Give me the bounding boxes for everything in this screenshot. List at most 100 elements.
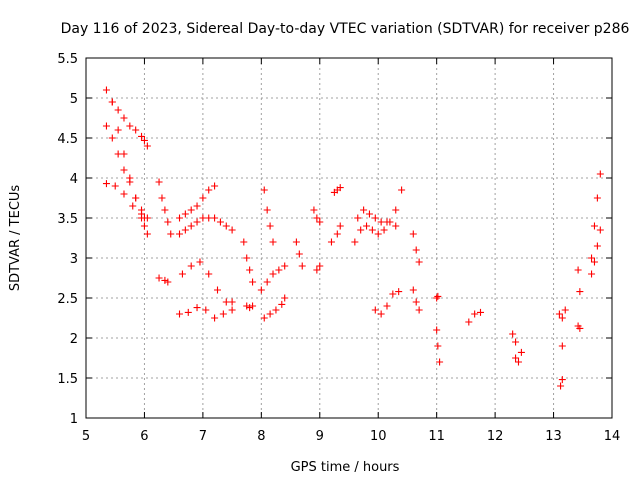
data-point <box>336 222 344 230</box>
data-point <box>114 126 122 134</box>
y-tick-label: 3.5 <box>57 212 78 227</box>
data-point <box>246 304 254 312</box>
data-point <box>465 318 473 326</box>
data-point <box>196 258 204 266</box>
data-point <box>409 286 417 294</box>
data-point <box>228 298 236 306</box>
x-tick-label: 11 <box>428 429 445 444</box>
data-point <box>269 238 277 246</box>
data-point <box>412 246 420 254</box>
series-arc-37 <box>588 226 604 278</box>
data-point <box>214 286 221 294</box>
data-point <box>555 310 563 318</box>
data-point <box>187 206 195 214</box>
y-tick-label: 5 <box>70 92 78 107</box>
data-point <box>161 206 169 214</box>
data-point <box>395 288 403 296</box>
data-point <box>477 308 484 316</box>
data-point <box>377 218 385 226</box>
data-point <box>272 306 280 314</box>
data-point <box>114 150 122 158</box>
data-point <box>389 290 397 298</box>
data-point <box>102 86 110 94</box>
data-point <box>269 270 277 278</box>
series-arc-16 <box>292 238 306 270</box>
y-tick-label: 1.5 <box>57 372 78 387</box>
data-point <box>205 186 213 194</box>
data-point <box>363 222 371 230</box>
data-point <box>596 170 604 178</box>
data-point <box>415 306 423 314</box>
data-point <box>517 348 525 356</box>
data-point <box>222 222 230 230</box>
data-point <box>243 254 251 262</box>
series-arc-8 <box>176 182 219 222</box>
data-point <box>415 258 423 266</box>
data-point <box>275 266 283 274</box>
series-arc-23 <box>371 288 403 318</box>
series-arc-1 <box>102 86 151 150</box>
series-arc-34 <box>574 266 584 296</box>
data-point <box>392 206 400 214</box>
data-point <box>327 238 335 246</box>
data-point <box>246 266 254 274</box>
data-point <box>140 136 148 144</box>
data-point <box>108 98 116 106</box>
data-point <box>249 302 257 310</box>
data-point <box>357 226 365 234</box>
series-arc-29 <box>512 348 525 362</box>
series-arc-20 <box>330 184 344 196</box>
y-tick-label: 3 <box>70 252 78 267</box>
data-points <box>102 86 604 390</box>
data-point <box>360 206 368 214</box>
data-point <box>557 382 565 390</box>
plot-frame <box>85 57 613 419</box>
y-tick-label: 5.5 <box>57 52 78 67</box>
series-arc-11 <box>240 238 257 286</box>
data-point <box>316 262 324 270</box>
data-point <box>436 358 444 366</box>
data-point <box>257 286 265 294</box>
data-point <box>228 306 236 314</box>
series-arc-7 <box>176 214 236 238</box>
data-point <box>471 310 479 318</box>
data-point <box>222 298 230 306</box>
data-point <box>176 214 184 222</box>
x-tick-label: 10 <box>370 429 387 444</box>
data-point <box>409 230 417 238</box>
data-point <box>187 262 195 270</box>
data-point <box>380 226 388 234</box>
series-arc-36 <box>588 170 604 262</box>
series-arc-18 <box>313 262 324 274</box>
data-point <box>377 310 385 318</box>
data-point <box>281 262 289 270</box>
data-point <box>138 132 146 140</box>
data-point <box>164 278 172 286</box>
data-point <box>313 266 321 274</box>
data-point <box>593 194 601 202</box>
data-point <box>434 342 442 350</box>
data-point <box>266 222 274 230</box>
x-tick-label: 8 <box>257 429 265 444</box>
series-arc-10 <box>178 258 236 314</box>
x-axis-label: GPS time / hours <box>291 460 400 475</box>
data-point <box>199 194 207 202</box>
data-point <box>164 218 172 226</box>
series-arc-30 <box>509 330 522 366</box>
data-point <box>155 274 163 282</box>
data-point <box>120 190 128 198</box>
series-arc-27 <box>433 326 444 366</box>
data-point <box>243 302 251 310</box>
data-point <box>351 238 359 246</box>
data-point <box>596 226 604 234</box>
data-point <box>161 276 169 284</box>
data-point <box>181 210 189 218</box>
data-point <box>176 230 184 238</box>
data-point <box>590 258 598 266</box>
data-point <box>263 206 271 214</box>
data-point <box>132 194 140 202</box>
data-point <box>298 262 306 270</box>
data-point <box>211 182 219 190</box>
series-arc-14 <box>260 294 289 322</box>
data-point <box>263 278 271 286</box>
